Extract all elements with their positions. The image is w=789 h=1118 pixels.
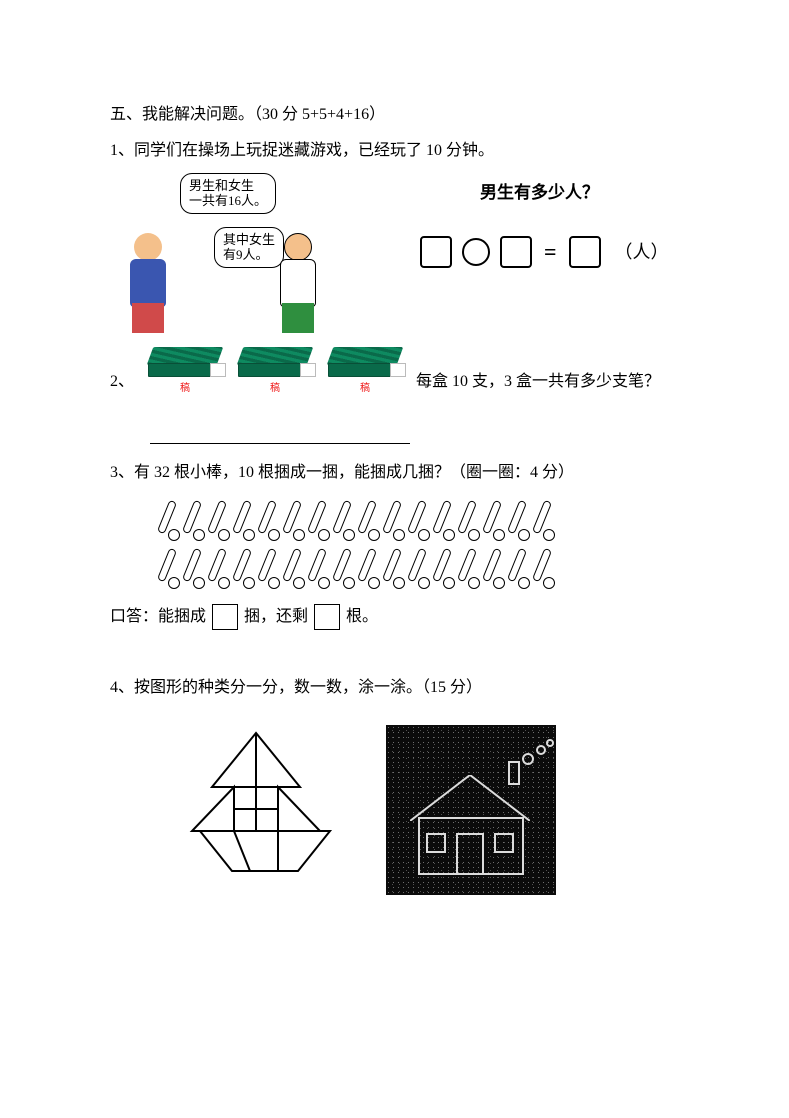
tangram-boat xyxy=(180,725,350,895)
q2-label: 2、 xyxy=(110,367,140,397)
pencil-box-1 xyxy=(146,343,224,377)
counting-stick xyxy=(331,498,354,540)
q3-answer-prefix: 口答：能捆成 xyxy=(110,602,206,632)
counting-stick xyxy=(156,546,179,588)
q2-text: 每盒 10 支，3 盒一共有多少支笔？ xyxy=(410,367,660,397)
unit-label: （人） xyxy=(611,235,669,269)
q3-bundles-box[interactable] xyxy=(212,604,238,630)
counting-stick xyxy=(431,498,454,540)
counting-stick xyxy=(256,546,279,588)
sticks-row-1 xyxy=(156,498,679,540)
counting-stick xyxy=(406,546,429,588)
counting-stick xyxy=(406,498,429,540)
counting-stick xyxy=(181,546,204,588)
q4-figures xyxy=(180,725,679,895)
counting-stick xyxy=(356,546,379,588)
counting-stick xyxy=(306,546,329,588)
operand-box-1[interactable] xyxy=(420,236,452,268)
equation-line: = （人） xyxy=(400,231,679,273)
q3-answer-line: 口答：能捆成 捆，还剩 根。 xyxy=(110,602,679,632)
result-box[interactable] xyxy=(569,236,601,268)
counting-stick xyxy=(431,546,454,588)
q1-illustration: 男生和女生 一共有16人。 其中女生 有9人。 xyxy=(110,173,370,333)
q3-answer-suffix: 根。 xyxy=(346,602,378,632)
sticks-row-2 xyxy=(156,546,679,588)
q1-block: 男生和女生 一共有16人。 其中女生 有9人。 男生有多少人？ = （人） xyxy=(110,173,679,333)
q1-question-title: 男生有多少人？ xyxy=(400,177,679,209)
counting-stick xyxy=(206,498,229,540)
counting-stick xyxy=(381,498,404,540)
watermark-2: 稿 xyxy=(236,379,314,398)
counting-stick xyxy=(281,546,304,588)
operand-box-2[interactable] xyxy=(500,236,532,268)
counting-stick xyxy=(306,498,329,540)
counting-stick xyxy=(281,498,304,540)
equals-sign: = xyxy=(542,231,559,273)
girl-figure xyxy=(120,233,176,333)
speech-bubble-total: 男生和女生 一共有16人。 xyxy=(180,173,276,214)
counting-stick xyxy=(381,546,404,588)
counting-stick xyxy=(456,546,479,588)
q2-answer-line[interactable] xyxy=(150,422,410,444)
boy-figure xyxy=(270,233,326,333)
section-heading: 五、我能解决问题。（30 分 5+5+4+16） xyxy=(110,100,679,130)
counting-stick xyxy=(231,498,254,540)
chalkboard-house xyxy=(386,725,556,895)
q4-prompt: 4、按图形的种类分一分，数一数，涂一涂。（15 分） xyxy=(110,673,679,703)
worksheet-page: 五、我能解决问题。（30 分 5+5+4+16） 1、同学们在操场上玩捉迷藏游戏… xyxy=(0,0,789,955)
watermark-1: 稿 xyxy=(146,379,224,398)
counting-stick xyxy=(356,498,379,540)
q1-prompt: 1、同学们在操场上玩捉迷藏游戏，已经玩了 10 分钟。 xyxy=(110,136,679,166)
counting-stick xyxy=(481,546,504,588)
counting-stick xyxy=(231,546,254,588)
q3-answer-mid: 捆，还剩 xyxy=(244,602,308,632)
counting-stick xyxy=(506,498,529,540)
counting-stick xyxy=(156,498,179,540)
counting-stick xyxy=(181,498,204,540)
q3-prompt: 3、有 32 根小棒，10 根捆成一捆，能捆成几捆？（圈一圈：4 分） xyxy=(110,458,679,488)
counting-stick xyxy=(531,498,554,540)
sticks-figure xyxy=(156,498,679,588)
counting-stick xyxy=(256,498,279,540)
pencil-boxes: 稿 稿 稿 xyxy=(146,343,404,398)
pencil-box-2 xyxy=(236,343,314,377)
counting-stick xyxy=(506,546,529,588)
counting-stick xyxy=(331,546,354,588)
q2-row: 2、 稿 稿 稿 每盒 10 支，3 盒一共有多少支笔？ xyxy=(110,343,679,398)
operator-circle[interactable] xyxy=(462,238,490,266)
counting-stick xyxy=(481,498,504,540)
q3-remain-box[interactable] xyxy=(314,604,340,630)
counting-stick xyxy=(531,546,554,588)
counting-stick xyxy=(206,546,229,588)
counting-stick xyxy=(456,498,479,540)
q1-equation-area: 男生有多少人？ = （人） xyxy=(400,173,679,273)
watermark-3: 稿 xyxy=(326,379,404,398)
pencil-box-3 xyxy=(326,343,404,377)
